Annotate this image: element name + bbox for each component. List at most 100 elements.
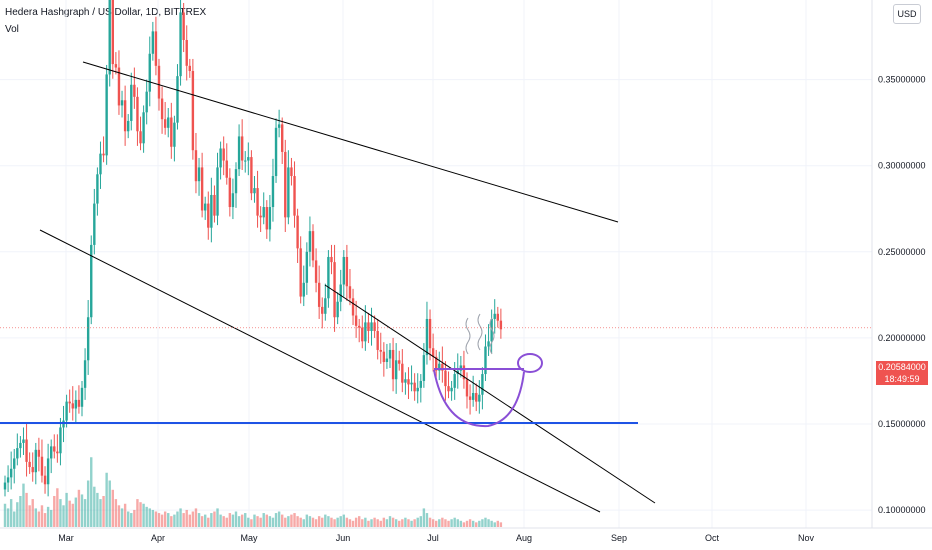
candle-body	[333, 262, 336, 318]
price-tick-label: 0.10000000	[878, 505, 926, 515]
candle-body	[213, 194, 216, 216]
volume-bar	[317, 516, 321, 527]
candle-body	[28, 461, 31, 468]
candle-body	[339, 284, 342, 302]
volume-bar	[99, 499, 102, 527]
candle-body	[240, 136, 244, 161]
volume-bar	[3, 503, 7, 527]
price-tick-label: 0.20000000	[878, 333, 926, 343]
volume-bar	[105, 472, 108, 527]
candle-body	[173, 122, 176, 147]
volume-bar	[250, 519, 253, 527]
volume-bar	[65, 492, 68, 527]
candle-body	[281, 124, 284, 152]
volume-bars	[3, 457, 503, 527]
candle-body	[499, 320, 503, 330]
volume-bar	[305, 514, 309, 527]
volume-bar	[431, 519, 435, 527]
volume-bar	[265, 514, 268, 527]
price-tick-label: 0.25000000	[878, 247, 926, 257]
volume-bar	[367, 520, 370, 527]
candle-body	[207, 203, 210, 228]
volume-bar	[22, 483, 25, 527]
candle-body	[367, 322, 370, 332]
candles	[3, 0, 503, 497]
time-tick-label: Jun	[336, 533, 351, 543]
volume-bar	[271, 517, 275, 527]
breakout-trendline	[324, 284, 656, 504]
volume-bar	[93, 486, 96, 527]
volume-bar	[194, 508, 198, 527]
candle-body	[71, 403, 74, 409]
candle-body	[105, 74, 108, 156]
volume-bar	[339, 516, 342, 527]
volume-bar	[410, 520, 413, 527]
candle-body	[3, 482, 7, 490]
currency-button[interactable]: USD	[893, 4, 921, 24]
candle-body	[478, 394, 481, 402]
volume-bar	[376, 519, 379, 527]
candle-body	[268, 207, 272, 230]
volume-bar	[330, 517, 333, 527]
candle-body	[74, 399, 78, 409]
candle-body	[385, 358, 389, 363]
candle-body	[471, 393, 475, 400]
volume-bar	[247, 517, 250, 527]
steam-1	[465, 317, 471, 355]
volume-bar	[333, 519, 336, 527]
candle-body	[102, 153, 105, 156]
candle-body	[133, 84, 136, 97]
candle-body	[130, 84, 133, 121]
candle-body	[154, 31, 158, 66]
volume-bar	[253, 514, 256, 527]
candle-body	[123, 100, 127, 132]
volume-bar	[90, 457, 93, 527]
volume-bar	[9, 499, 13, 527]
candle-body	[163, 119, 167, 128]
candle-body	[170, 117, 173, 147]
volume-bar	[453, 517, 456, 527]
candle-body	[487, 341, 490, 347]
volume-bar	[16, 502, 19, 527]
candle-body	[277, 124, 281, 128]
volume-bar	[179, 508, 182, 527]
candle-body	[342, 256, 345, 285]
candle-body	[376, 331, 379, 350]
volume-bar	[145, 506, 148, 527]
volume-bar	[237, 516, 241, 527]
candle-body	[358, 325, 361, 328]
candle-body	[299, 248, 302, 297]
volume-bar	[373, 517, 376, 527]
candle-body	[321, 306, 324, 314]
volume-bar	[13, 511, 16, 527]
volume-bar	[197, 513, 201, 527]
volume-bar	[46, 506, 50, 527]
volume-bar	[327, 516, 330, 527]
candle-body	[428, 318, 432, 349]
candle-body	[93, 203, 96, 245]
volume-bar	[398, 520, 401, 527]
candle-body	[287, 167, 290, 218]
candle-body	[370, 322, 373, 332]
volume-bar	[123, 503, 127, 527]
candle-body	[302, 282, 305, 297]
volume-bar	[256, 516, 259, 527]
volume-bar	[86, 480, 90, 527]
candle-body	[34, 449, 37, 473]
volume-bar	[296, 516, 299, 527]
candle-body	[330, 256, 333, 263]
candle-body	[86, 317, 90, 361]
volume-bar	[444, 519, 447, 527]
candle-body	[314, 260, 318, 283]
candle-body	[468, 396, 472, 400]
candle-body	[354, 315, 358, 326]
candle-body	[176, 76, 179, 123]
volume-bar	[287, 516, 290, 527]
volume-bar	[213, 511, 216, 527]
volume-bar	[34, 508, 37, 527]
volume-bar	[231, 514, 235, 527]
volume-indicator-label[interactable]: Vol	[5, 24, 19, 35]
time-tick-label: May	[240, 533, 258, 543]
volume-bar	[281, 514, 284, 527]
